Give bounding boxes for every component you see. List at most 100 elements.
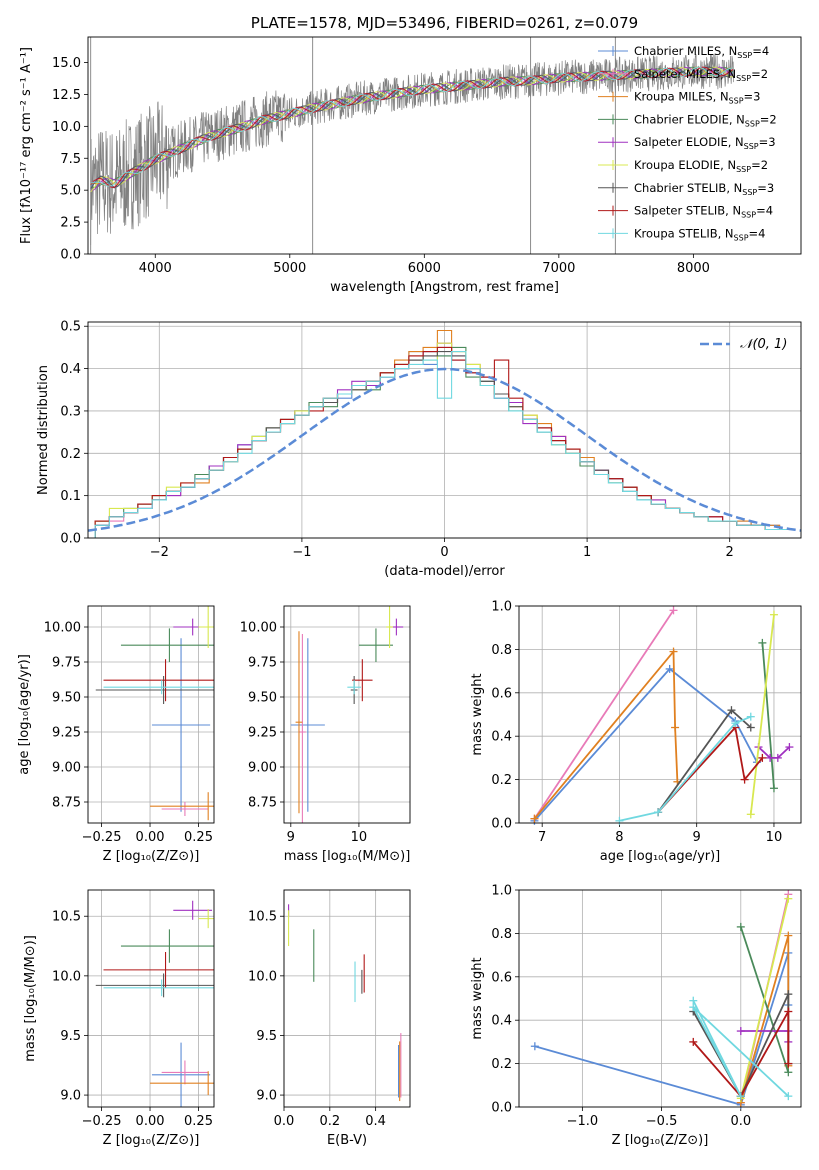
spectrum-panel: 4000 5000 6000 7000 8000 0.0 2.5 5.0 7.5 10.0 12.5… — [19, 14, 802, 295]
errorbar-chabrier_miles — [290, 638, 325, 812]
grid-lines — [284, 606, 410, 823]
legend-label-count: =2 — [751, 158, 768, 172]
errorbar-kroupa_stelib — [103, 680, 214, 695]
weight-line-salpeter_miles — [533, 609, 675, 820]
y-tick-label: 0.6 — [491, 970, 512, 985]
x-tick-label: −1 — [292, 545, 311, 560]
y-tick-label: 0.3 — [60, 404, 81, 419]
x-tick-label: −0.5 — [646, 1114, 678, 1129]
legend-label-subscript: SSP — [736, 165, 751, 174]
x-axis-label: age [log₁₀(age/yr)] — [600, 849, 721, 864]
errorbar-salpeter_stelib — [352, 659, 373, 702]
y-tick-label: 0.1 — [60, 489, 81, 504]
age-vs-metallicity-panel: −0.25 0.00 0.25 8.75 9.00 9.25 9.50 9.75 10.00 Z … — [17, 605, 215, 864]
errorbar-kroupa_stelib — [103, 979, 214, 997]
x-axis-label: Z [log₁₀(Z/Z⊙)] — [103, 849, 200, 864]
y-tick-label: 8.75 — [248, 796, 277, 811]
weight-line-kroupa_elodie — [739, 898, 790, 1099]
residual-histogram-panel: −2 −1 0 1 2 0.0 0.1 0.2 0.3 0.4 0.5 (data-model)/er… — [36, 320, 802, 579]
grid-lines — [88, 606, 214, 823]
model-fit-line-kroupa_elodie — [90, 66, 734, 193]
model-fit-line-kroupa_stelib — [90, 66, 734, 187]
legend-label-subscript: SSP — [744, 142, 759, 151]
x-tick-label: 0.0 — [730, 1114, 751, 1129]
model-fit-line-salpeter_stelib — [90, 66, 734, 189]
errorbar-chabrier_miles — [151, 638, 211, 812]
x-axis-label: E(B-V) — [327, 1133, 367, 1148]
y-tick-label: 0.5 — [60, 320, 81, 335]
y-axis-label: mass weight — [470, 957, 485, 1039]
y-tick-label: 0.2 — [491, 1057, 512, 1072]
x-tick-label: −0.25 — [82, 830, 122, 845]
model-fit-line-chabrier_stelib — [90, 66, 734, 189]
y-tick-label: 9.0 — [256, 1089, 277, 1104]
x-axis-label: Z [log₁₀(Z/Z⊙)] — [103, 1133, 200, 1148]
normal-legend-label: 𝒩(0, 1) — [740, 337, 787, 352]
legend-label: Chabrier MILES, NSSP=4 — [634, 44, 769, 60]
errorbar-chabrier_stelib — [95, 973, 214, 998]
legend-label-main: Salpeter MILES, N — [634, 67, 736, 81]
weight-line-salpeter_elodie — [740, 1030, 790, 1042]
y-tick-label: 9.75 — [52, 656, 81, 671]
legend-label-count: =4 — [756, 204, 773, 218]
y-tick-label: 0.0 — [491, 1101, 512, 1116]
y-tick-label: 9.75 — [248, 656, 277, 671]
legend-label-main: Salpeter STELIB, N — [634, 204, 741, 218]
errorbar-kroupa_stelib — [347, 680, 361, 695]
legend-label-subscript: SSP — [745, 119, 760, 128]
legend-label-main: Chabrier MILES, N — [634, 44, 737, 58]
legend-label-main: Chabrier ELODIE, N — [634, 112, 745, 126]
axes-frame — [283, 605, 411, 824]
x-axis-label: (data-model)/error — [384, 564, 505, 579]
weight-line-chabrier_miles — [533, 667, 758, 822]
x-tick-label: 9 — [287, 830, 295, 845]
x-tick-label: 0.25 — [184, 830, 213, 845]
legend-label-count: =3 — [757, 181, 774, 195]
legend-label-count: =4 — [752, 44, 769, 58]
y-axis-label: Normed distribution — [36, 365, 51, 495]
errorbar-salpeter_miles — [161, 802, 209, 816]
weight-vs-age-panel: 7 8 9 10 0.0 0.2 0.4 0.6 0.8 1.0 age [log₁₀(age/yr… — [470, 600, 802, 864]
x-tick-label: 9 — [693, 830, 701, 845]
legend-label-count: =2 — [760, 112, 777, 126]
x-tick-label: 4000 — [139, 261, 172, 276]
chart-title: PLATE=1578, MJD=53496, FIBERID=0261, z=0… — [251, 14, 638, 32]
legend-label-main: Chabrier STELIB, N — [634, 181, 742, 195]
x-tick-label: 10 — [766, 830, 783, 845]
errorbar-chabrier_elodie — [120, 628, 214, 662]
axes-frame — [518, 605, 802, 824]
legend-label-count: =2 — [751, 67, 768, 81]
x-axis-label: mass [log₁₀(M/M⊙)] — [284, 849, 411, 864]
errorbar-kroupa_miles — [150, 1071, 214, 1096]
weight-line-kroupa_miles — [739, 935, 790, 1103]
x-tick-label: 0 — [440, 545, 448, 560]
x-tick-label: −0.25 — [82, 1114, 122, 1129]
mass-vs-ebv-panel: 0.0 0.2 0.4 9.0 9.5 10.0 10.5 E(B-V) — [248, 889, 411, 1148]
y-tick-label: 0.4 — [491, 730, 512, 745]
axes-frame — [87, 321, 802, 539]
normal-curve — [87, 367, 802, 532]
x-tick-label: 7000 — [542, 261, 575, 276]
y-tick-label: 10.0 — [52, 969, 81, 984]
weight-line-kroupa_stelib — [619, 715, 752, 822]
y-tick-label: 8.75 — [52, 796, 81, 811]
x-tick-label: −1.0 — [567, 1114, 599, 1129]
errorbar-kroupa_elodie — [198, 606, 214, 648]
mass-vs-metallicity-panel: −0.25 0.00 0.25 9.0 9.5 10.0 10.5 Z [log₁₀(Z/Z⊙… — [23, 889, 215, 1148]
y-tick-label: 9.0 — [60, 1089, 81, 1104]
y-tick-label: 0.8 — [491, 643, 512, 658]
errorbar-chabrier_miles — [151, 1042, 211, 1107]
axes-frame — [87, 605, 215, 824]
errorbar-kroupa_miles — [150, 792, 214, 821]
legend-label: Salpeter STELIB, NSSP=4 — [634, 204, 773, 220]
y-tick-label: 0.6 — [491, 686, 512, 701]
legend-label-subscript: SSP — [741, 211, 756, 220]
legend-label-count: =4 — [749, 226, 766, 240]
legend-label: Kroupa MILES, NSSP=3 — [634, 90, 760, 106]
y-tick-label: 9.50 — [248, 691, 277, 706]
y-axis-label: mass weight — [470, 673, 485, 755]
grid-lines — [88, 322, 801, 539]
x-axis-label: Z [log₁₀(Z/Z⊙)] — [612, 1133, 709, 1148]
weight-line-salpeter_stelib — [692, 1008, 790, 1098]
